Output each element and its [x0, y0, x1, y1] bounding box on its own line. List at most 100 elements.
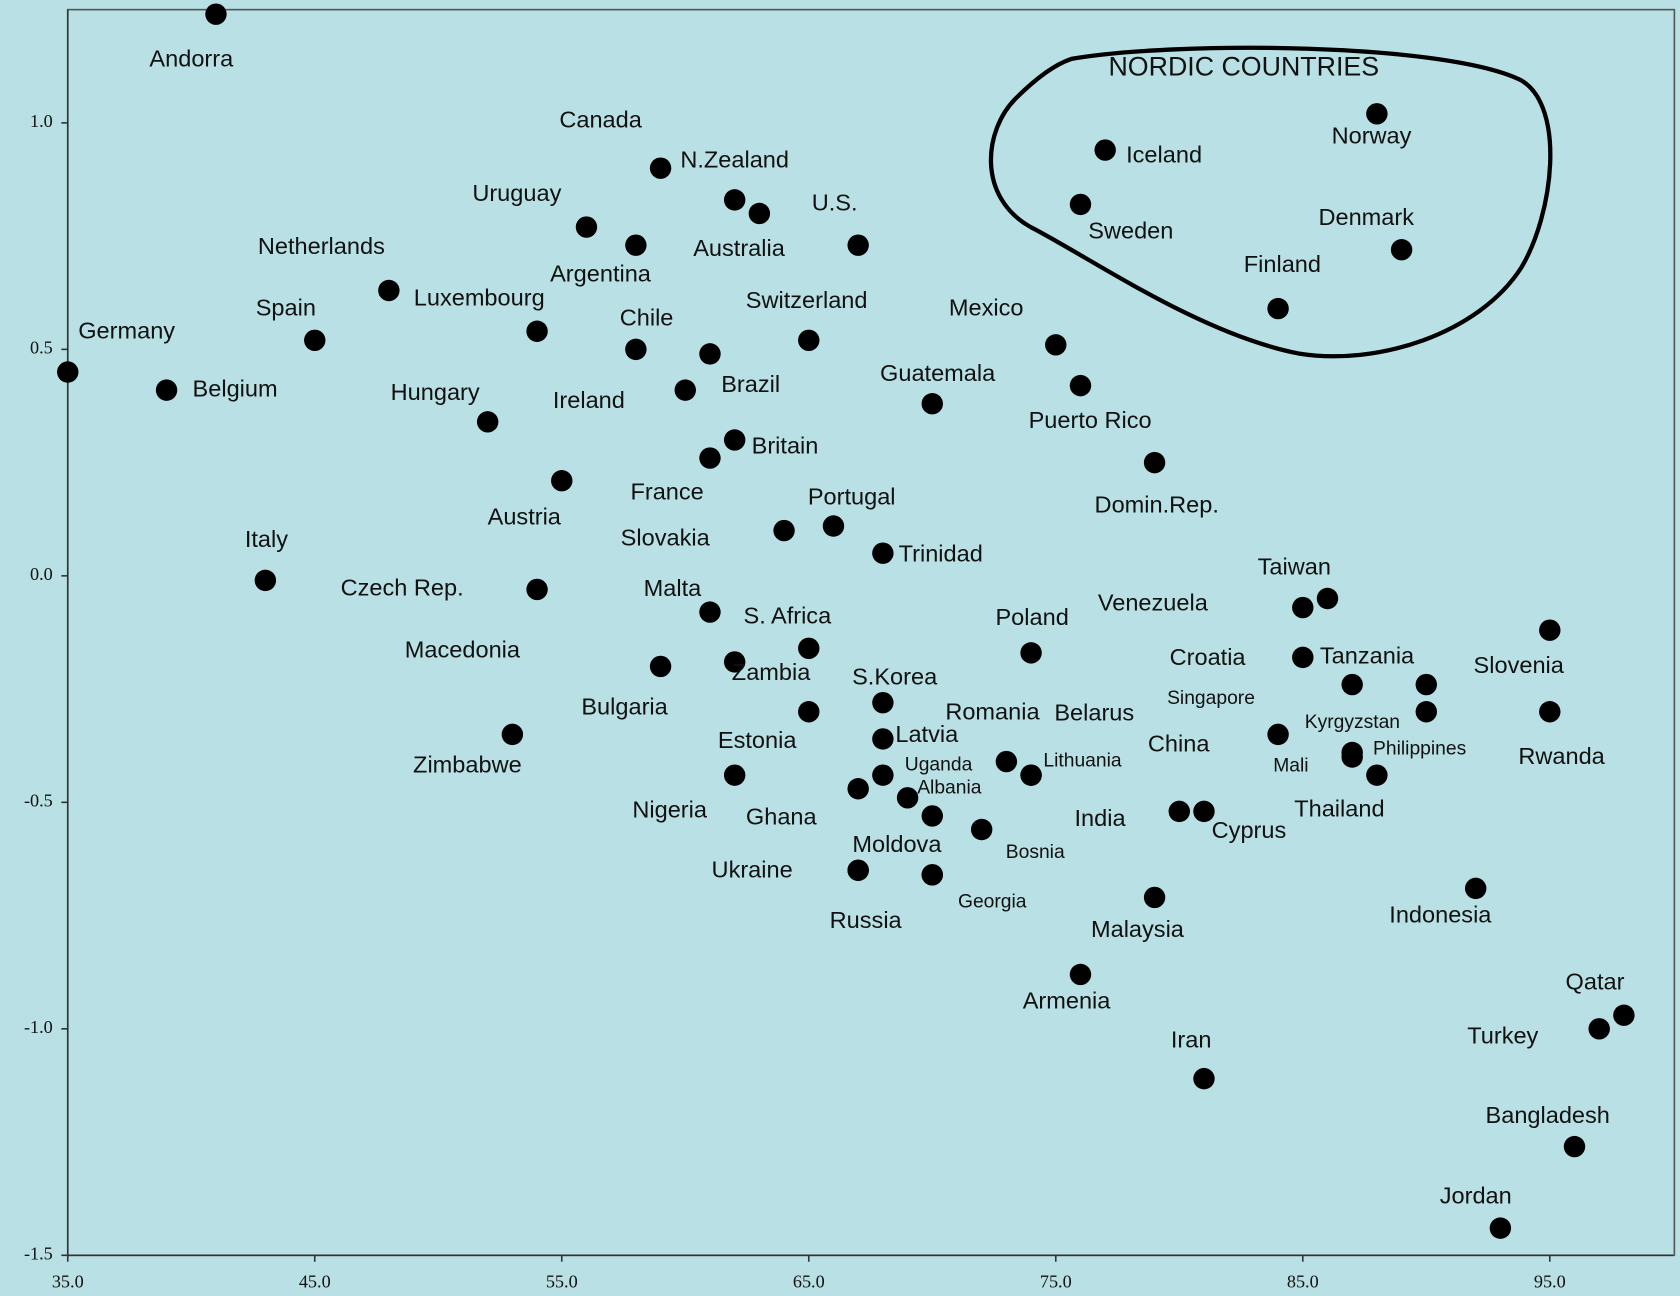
point-label: S.Korea [852, 663, 938, 689]
point [1020, 764, 1042, 786]
point [1069, 193, 1092, 216]
point-label: Indonesia [1389, 901, 1492, 927]
point-label: Cyprus [1212, 817, 1287, 843]
point-label: Moldova [852, 831, 942, 857]
point [1193, 800, 1215, 823]
x-tick-label: 65.0 [793, 1271, 825, 1291]
point [476, 411, 499, 433]
point [995, 750, 1018, 773]
point-label: Iran [1171, 1026, 1212, 1052]
point [1292, 646, 1314, 669]
y-tick-label: -0.5 [24, 791, 53, 811]
point-label: Mexico [949, 295, 1024, 321]
point-label: Domin.Rep. [1095, 492, 1219, 518]
point [699, 343, 721, 365]
point [1316, 587, 1339, 610]
point-label: Croatia [1170, 644, 1247, 670]
point-label: Austria [488, 503, 562, 529]
point [921, 805, 943, 827]
point-label: Macedonia [405, 637, 521, 663]
point-label: Taiwan [1258, 554, 1331, 580]
point-label: N.Zealand [680, 147, 789, 173]
point [1069, 963, 1092, 986]
point [970, 818, 993, 841]
point [625, 338, 647, 361]
point [1489, 1217, 1512, 1239]
x-tick-label: 55.0 [546, 1271, 578, 1291]
point [1341, 673, 1363, 696]
point [723, 429, 746, 451]
point [1539, 619, 1561, 641]
point-label: Netherlands [258, 233, 385, 259]
point-label: India [1074, 805, 1126, 831]
point [748, 202, 771, 225]
x-tick-label: 45.0 [299, 1271, 331, 1291]
point-label: Canada [559, 106, 642, 132]
point [773, 519, 795, 542]
point [1415, 673, 1438, 696]
point-label: Brazil [721, 371, 780, 397]
point [1366, 764, 1388, 786]
point [872, 691, 894, 714]
point-label: Italy [245, 526, 288, 552]
point [649, 157, 672, 179]
y-tick-label: 1.0 [30, 111, 53, 131]
point-label: Australia [693, 235, 786, 261]
point [921, 864, 943, 886]
point-label: Latvia [895, 721, 959, 747]
point-label: Ghana [746, 803, 818, 829]
point-label: Russia [830, 907, 903, 933]
point [1069, 374, 1092, 397]
point-label: Uruguay [472, 180, 561, 206]
point [847, 778, 869, 800]
point [1613, 1004, 1635, 1026]
point-label: Thailand [1294, 796, 1384, 822]
point-label: Chile [620, 305, 674, 331]
point-label: Slovakia [621, 524, 711, 550]
point-label: Belarus [1054, 699, 1134, 725]
point [921, 393, 943, 415]
point-label: China [1148, 730, 1210, 756]
point [699, 601, 721, 623]
point-label: Romania [945, 699, 1040, 725]
point-label: Jordan [1440, 1182, 1512, 1208]
point-label: Switzerland [746, 287, 868, 313]
point [723, 651, 746, 673]
point-label: Kyrgyzstan [1305, 712, 1400, 733]
point-label: France [630, 479, 703, 505]
x-tick-label: 35.0 [52, 1271, 84, 1291]
x-tick-label: 85.0 [1287, 1271, 1319, 1291]
point-label: Hungary [391, 379, 480, 405]
point [526, 578, 548, 601]
point [872, 542, 894, 564]
point [847, 234, 869, 256]
point [501, 723, 524, 746]
point [1094, 139, 1116, 161]
point [155, 379, 178, 401]
point-label: Finland [1244, 251, 1321, 277]
point-label: Singapore [1167, 688, 1255, 709]
y-tick-label: -1.0 [24, 1017, 53, 1037]
point-label: Sweden [1088, 217, 1173, 243]
point-label: Guatemala [880, 360, 996, 386]
point-label: Denmark [1318, 204, 1414, 230]
point-label: Malta [644, 575, 702, 601]
point-label: Rwanda [1518, 743, 1605, 769]
point [575, 216, 598, 238]
point [649, 655, 672, 678]
point-label: Bulgaria [581, 694, 668, 720]
point [699, 447, 721, 469]
point-label: Czech Rep. [341, 575, 464, 601]
point [1045, 334, 1067, 356]
point-label: Poland [995, 604, 1068, 630]
point-label: Iceland [1126, 142, 1202, 168]
point-label: Nigeria [632, 796, 708, 822]
point [526, 320, 548, 342]
point-label: U.S. [812, 190, 858, 216]
point [822, 515, 845, 537]
point-label: Philippines [1373, 738, 1466, 759]
point-label: Mali [1273, 756, 1308, 777]
point-label: Spain [256, 294, 316, 320]
point-label: Argentina [550, 260, 652, 286]
